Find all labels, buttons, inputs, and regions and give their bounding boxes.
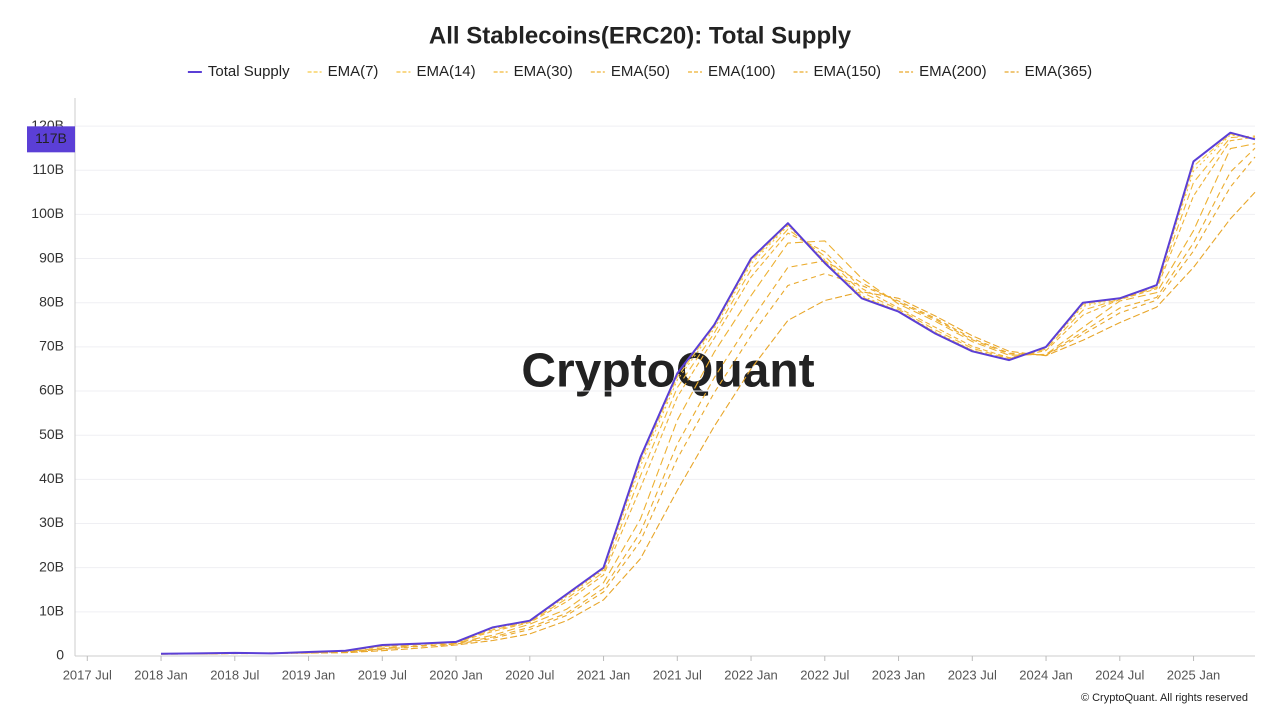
legend-label: EMA(50) [611,63,670,80]
ema-line [161,143,1256,655]
y-tick-label: 20B [39,558,64,574]
legend-item: EMA(7) [307,63,379,80]
ema-line [160,156,1256,655]
y-tick-label: 60B [39,382,64,398]
x-tick-label: 2025 Jan [1167,667,1221,682]
legend-item: EMA(200) [899,63,987,80]
y-tick-label: 40B [39,470,64,486]
legend: Total Supply EMA(7) EMA(14) EMA(30) EMA(50) E… [187,63,1093,80]
last-value-box [27,126,75,153]
legend-label: EMA(100) [708,63,776,80]
x-tick-label: 2019 Jan [282,667,336,682]
x-tick-label: 2018 Jul [210,667,259,682]
watermark: CryptoQuant [521,345,814,398]
legend-item: Total Supply [187,63,290,80]
y-tick-label: 110B [32,161,64,177]
legend-item: EMA(50) [590,63,670,80]
ema-line [160,147,1256,655]
legend-item: EMA(14) [396,63,476,80]
y-tick-label: 30B [39,514,64,530]
y-tick-label: 80B [39,293,64,309]
chart-title: All Stablecoins(ERC20): Total Supply [429,22,852,49]
y-tick-label: 0 [56,647,64,663]
y-tick-label: 100B [31,205,64,221]
x-tick-label: 2019 Jul [358,667,407,682]
total-supply-line [160,131,1256,655]
legend-label: EMA(365) [1025,63,1093,80]
x-tick-label: 2017 Jul [63,667,112,682]
legend-item: EMA(30) [493,63,573,80]
x-tick-label: 2020 Jan [429,667,483,682]
x-tick-label: 2021 Jan [577,667,631,682]
legend-item: EMA(365) [1004,63,1093,80]
y-tick-label: 10B [39,603,64,619]
x-tick-label: 2022 Jan [724,667,778,682]
legend-label: EMA(200) [919,63,987,80]
last-value-label: 117B [35,130,67,146]
y-tick-label: 90B [39,249,64,265]
legend-label: EMA(14) [416,63,475,80]
x-tick-label: 2022 Jul [800,667,849,682]
legend-label: EMA(150) [814,63,882,80]
x-tick-label: 2024 Jul [1095,667,1144,682]
legend-item: EMA(150) [793,63,882,80]
x-tick-label: 2024 Jan [1019,667,1073,682]
ema-line [160,135,1256,655]
legend-label: Total Supply [208,63,290,80]
y-tick-label: 50B [39,426,64,442]
x-tick-label: 2021 Jul [653,667,702,682]
legend-label: EMA(7) [328,63,379,80]
copyright: © CryptoQuant. All rights reserved [1081,692,1248,704]
legend-label: EMA(30) [514,63,573,80]
y-tick-label: 70B [39,338,64,354]
x-tick-label: 2023 Jan [872,667,926,682]
legend-item: EMA(100) [688,63,776,80]
x-tick-label: 2018 Jan [134,667,188,682]
x-tick-label: 2020 Jul [505,667,554,682]
x-tick-label: 2023 Jul [948,667,997,682]
ema-line [160,191,1256,655]
